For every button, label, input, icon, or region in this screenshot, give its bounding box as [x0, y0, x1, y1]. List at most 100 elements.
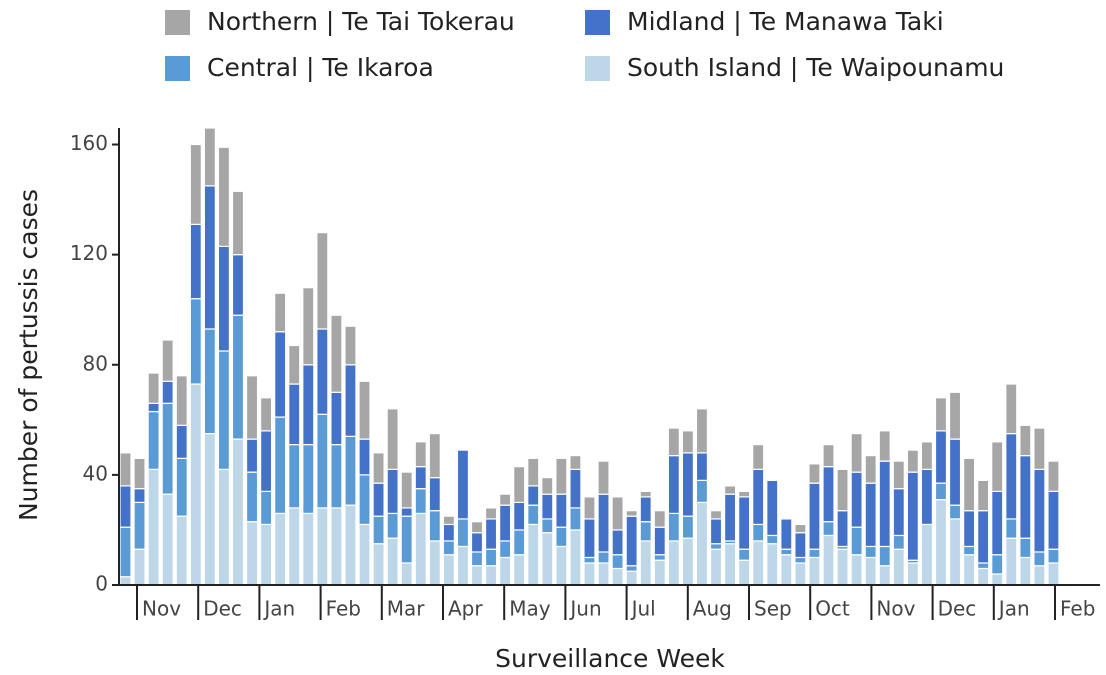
- bar-segment: [513, 466, 526, 504]
- bar-segment: [499, 540, 512, 559]
- bar-segment: [850, 526, 863, 556]
- bar-segment: [948, 518, 962, 586]
- bar-segment: [569, 468, 582, 509]
- bar-segment: [260, 397, 273, 432]
- bar-segment: [667, 540, 680, 586]
- bar-segment: [499, 493, 512, 506]
- bar-segment: [386, 408, 399, 470]
- bar-segment: [470, 565, 484, 586]
- y-tick-label: 120: [70, 241, 108, 265]
- bar-segment: [808, 482, 821, 550]
- bar-segment: [400, 471, 413, 509]
- bar-segment: [934, 397, 948, 432]
- bar-segment: [611, 529, 624, 556]
- x-tick-label: Jan: [997, 597, 1030, 621]
- bar-segment: [794, 523, 807, 534]
- bar-segment: [934, 430, 948, 484]
- bar-segment: [161, 493, 174, 586]
- bar-segment: [752, 523, 765, 542]
- legend-swatch: [165, 56, 190, 81]
- bar-segment: [766, 534, 779, 545]
- bar-segment: [428, 510, 441, 542]
- bar-segment: [709, 510, 723, 520]
- legend-label: Northern | Te Tai Tokerau: [207, 7, 515, 36]
- bar-segment: [1005, 432, 1018, 520]
- bar-segment: [344, 364, 357, 437]
- bar-segment: [738, 548, 751, 561]
- bar-segment: [639, 540, 652, 586]
- bar-segment: [723, 485, 737, 495]
- bar-segment: [133, 457, 146, 490]
- bar-segment: [386, 468, 399, 515]
- bar-segment: [695, 479, 709, 504]
- bar-segment: [681, 515, 695, 539]
- bar-segment: [892, 488, 905, 537]
- bar-segment: [386, 537, 399, 586]
- bar-segment: [780, 548, 793, 556]
- bar-segment: [709, 548, 723, 586]
- bar-segment: [611, 496, 624, 531]
- bar-segment: [738, 496, 751, 550]
- bar-segment: [1019, 424, 1032, 457]
- bar-segment: [653, 526, 666, 556]
- bar-segment: [527, 523, 540, 586]
- bar-segment: [231, 190, 245, 256]
- x-tick-label: Dec: [203, 597, 242, 621]
- bar-segment: [344, 325, 357, 366]
- bar-segment: [274, 331, 287, 418]
- bar-segment: [470, 551, 484, 567]
- bar-segment: [1047, 490, 1060, 550]
- bar-segment: [892, 460, 905, 490]
- bar-segment: [1005, 383, 1018, 435]
- y-axis-label: Number of pertussis cases: [14, 189, 43, 521]
- bar-segment: [906, 562, 919, 586]
- bar-segment: [653, 559, 666, 586]
- y-tick-label: 0: [95, 572, 108, 596]
- bar-segment: [583, 562, 596, 586]
- bar-segment: [372, 515, 385, 545]
- bar-segment: [991, 573, 1004, 586]
- bar-segment: [372, 482, 385, 517]
- bar-segment: [386, 512, 399, 539]
- bar-segment: [302, 287, 315, 366]
- bar-segment: [977, 567, 990, 586]
- bar-segment: [119, 485, 132, 528]
- bar-segment: [878, 460, 891, 548]
- bar-segment: [850, 471, 863, 528]
- bar-segment: [934, 499, 948, 586]
- x-tick-label: Jan: [262, 597, 295, 621]
- bar-segment: [639, 496, 652, 523]
- bar-segment: [175, 515, 188, 586]
- bar-segment: [541, 493, 554, 520]
- bar-segment: [864, 556, 877, 586]
- bar-segment: [822, 466, 835, 523]
- bar-segment: [541, 477, 554, 495]
- bar-segment: [245, 471, 259, 523]
- bar-segment: [358, 523, 371, 586]
- bar-segment: [147, 402, 160, 413]
- bar-segment: [330, 507, 343, 586]
- bar-segment: [189, 298, 202, 385]
- bar-segment: [906, 471, 919, 561]
- bar-segment: [414, 441, 427, 468]
- bar-segment: [836, 510, 849, 548]
- bar-segment: [428, 540, 441, 586]
- bar-segment: [850, 432, 863, 473]
- bar-segment: [274, 292, 287, 333]
- bar-segment: [231, 438, 245, 586]
- bar-segment: [962, 554, 976, 586]
- bar-segment: [977, 562, 990, 570]
- bar-segment: [794, 532, 807, 559]
- bar-segment: [695, 408, 709, 454]
- bar-segment: [428, 432, 441, 479]
- bar-segment: [962, 545, 976, 556]
- bar-segment: [962, 457, 976, 512]
- bar-segment: [541, 532, 554, 586]
- bar-segment: [780, 554, 793, 586]
- bar-segment: [527, 485, 540, 506]
- bar-segment: [822, 521, 835, 537]
- bar-segment: [428, 477, 441, 512]
- legend-label: Midland | Te Manawa Taki: [627, 7, 944, 36]
- bar-segment: [217, 146, 231, 247]
- bar-segment: [681, 452, 695, 517]
